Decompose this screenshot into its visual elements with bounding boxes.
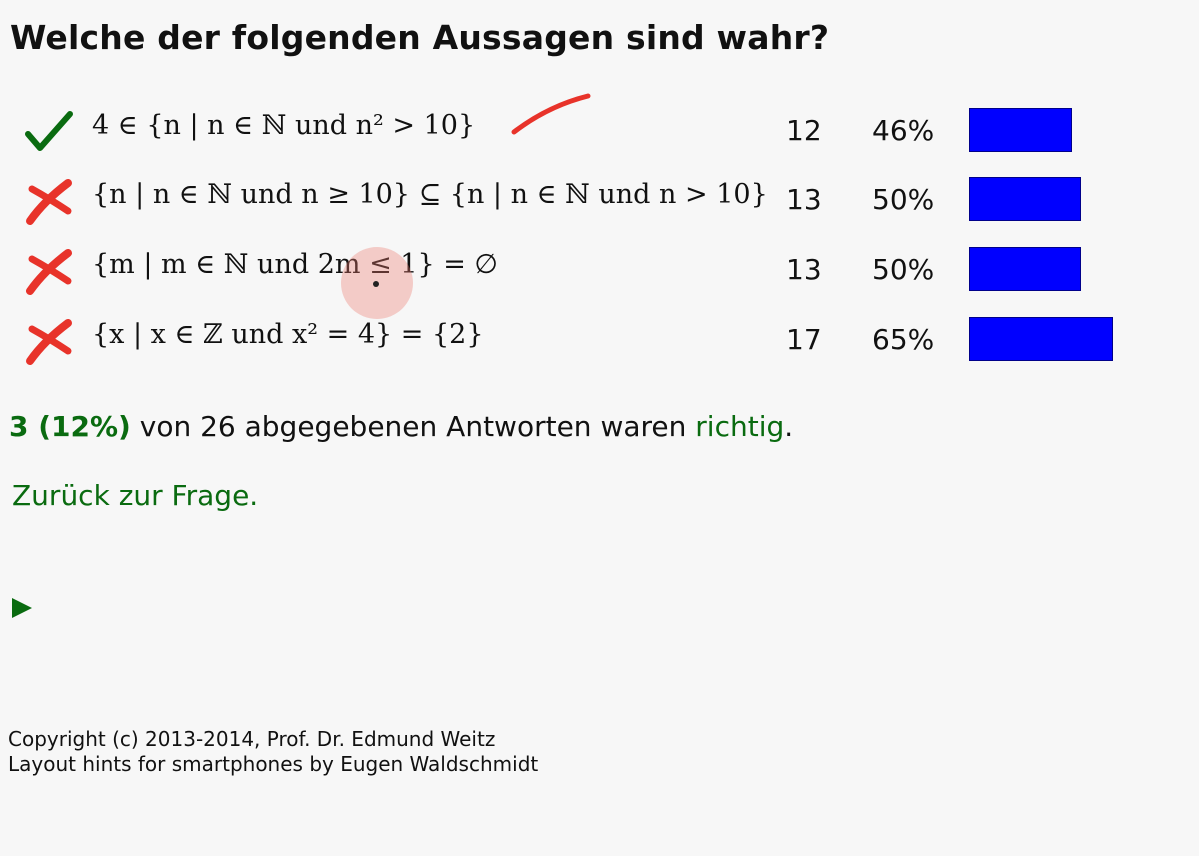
answer-count: 12	[786, 114, 822, 147]
cross-icon	[26, 319, 72, 365]
answer-percent: 50%	[872, 183, 935, 216]
answer-percent: 46%	[872, 114, 935, 147]
result-summary: 3 (12%) von 26 abgegebenen Antworten war…	[9, 410, 793, 443]
answer-row: {x | x ∈ ℤ und x² = 4} = {2} 17 65%	[0, 317, 1199, 387]
answer-row: {m | m ∈ ℕ und 2m ≤ 1} = ∅ 13 50%	[0, 247, 1199, 317]
footer: Copyright (c) 2013-2014, Prof. Dr. Edmun…	[8, 727, 538, 777]
pen-annotation	[511, 93, 591, 135]
back-to-question-link[interactable]: Zurück zur Frage.	[12, 479, 259, 512]
answer-count: 13	[786, 183, 822, 216]
check-icon	[25, 111, 73, 151]
answer-count: 17	[786, 323, 822, 356]
answer-percent: 65%	[872, 323, 935, 356]
answer-count: 13	[786, 253, 822, 286]
answer-statement: {x | x ∈ ℤ und x² = 4} = {2}	[92, 319, 484, 350]
answer-bar	[969, 177, 1081, 221]
correct-count: 3 (12%)	[9, 410, 131, 443]
answer-row: {n | n ∈ ℕ und n ≥ 10} ⊆ {n | n ∈ ℕ und …	[0, 177, 1199, 247]
answer-bar	[969, 108, 1072, 152]
cross-icon	[26, 249, 72, 295]
answer-statement: 4 ∈ {n | n ∈ ℕ und n² > 10}	[92, 110, 476, 141]
cursor-highlight	[341, 247, 413, 319]
correct-word: richtig	[695, 410, 785, 443]
answer-bar	[969, 247, 1081, 291]
play-icon[interactable]	[10, 596, 34, 620]
credits-line: Layout hints for smartphones by Eugen Wa…	[8, 752, 539, 776]
answer-row: 4 ∈ {n | n ∈ ℕ und n² > 10} 12 46%	[0, 108, 1199, 178]
answer-statement: {m | m ∈ ℕ und 2m ≤ 1} = ∅	[92, 249, 498, 280]
summary-end: .	[784, 410, 794, 443]
cross-icon	[26, 179, 72, 225]
answer-bar	[969, 317, 1113, 361]
answer-statement: {n | n ∈ ℕ und n ≥ 10} ⊆ {n | n ∈ ℕ und …	[92, 179, 768, 210]
question-title: Welche der folgenden Aussagen sind wahr?	[10, 18, 830, 57]
summary-text: von 26 abgegebenen Antworten waren	[130, 410, 696, 443]
copyright-line: Copyright (c) 2013-2014, Prof. Dr. Edmun…	[8, 727, 496, 751]
answer-percent: 50%	[872, 253, 935, 286]
